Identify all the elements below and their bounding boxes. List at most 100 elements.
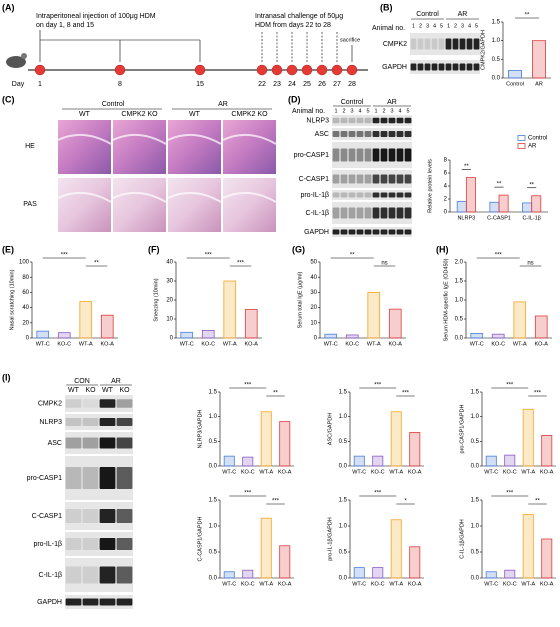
blot-band bbox=[65, 418, 82, 426]
blot-band bbox=[404, 229, 412, 235]
group-label: CON bbox=[74, 378, 90, 385]
histology-image bbox=[113, 178, 166, 232]
lane-number: 5 bbox=[475, 23, 478, 29]
y-tick-label: 1.5 bbox=[492, 20, 501, 26]
bar bbox=[485, 455, 497, 467]
day-number: 23 bbox=[273, 81, 281, 88]
bar bbox=[324, 333, 338, 339]
histology-image bbox=[223, 178, 276, 232]
y-axis-label: Sneezing (10min) bbox=[153, 278, 159, 321]
blot-band bbox=[356, 192, 364, 198]
tissue-edge bbox=[57, 191, 112, 203]
day-number: 28 bbox=[348, 81, 356, 88]
bar bbox=[513, 301, 527, 339]
blot-strip bbox=[65, 414, 133, 430]
histology-image bbox=[113, 120, 166, 174]
blot-band bbox=[65, 538, 82, 550]
legend-swatch bbox=[517, 135, 526, 141]
y-tick-label: 0 bbox=[170, 336, 174, 342]
mouse-ear bbox=[21, 53, 27, 59]
blot-row-label: pro-CASP1 bbox=[294, 152, 330, 159]
x-tick-label: Control bbox=[506, 81, 524, 87]
day-word: Day bbox=[12, 81, 25, 88]
blot-band bbox=[388, 174, 396, 184]
lane-number: 2 bbox=[454, 23, 457, 29]
y-tick-label: 40 bbox=[22, 305, 29, 311]
blot-row-label: ASC bbox=[315, 131, 329, 138]
bar bbox=[180, 331, 194, 339]
x-tick-label: WT-C bbox=[324, 341, 338, 347]
blot-row-label: GAPDH bbox=[304, 229, 329, 236]
tissue-edge bbox=[112, 191, 167, 203]
x-tick-label: KO-C bbox=[57, 341, 71, 347]
blot-band bbox=[332, 117, 340, 124]
day-number: 25 bbox=[303, 81, 311, 88]
y-tick-label: 1.5 bbox=[339, 498, 348, 504]
significance: ** bbox=[94, 261, 99, 267]
blot-band bbox=[431, 38, 438, 50]
stain-label: HE bbox=[25, 143, 35, 150]
y-tick-label: 80 bbox=[22, 275, 29, 281]
histology-image bbox=[58, 120, 111, 174]
y-tick-label: 0.0 bbox=[339, 576, 348, 582]
x-tick-label: WT-A bbox=[521, 581, 535, 587]
group-label: AR bbox=[111, 378, 121, 385]
lane-number: 3 bbox=[426, 23, 429, 29]
blot-row-label: pro-CASP1 bbox=[27, 475, 63, 482]
blot-band bbox=[340, 131, 348, 137]
blot-strip bbox=[65, 395, 133, 412]
blot-band bbox=[99, 566, 116, 584]
y-tick-label: 1.5 bbox=[339, 390, 348, 396]
y-tick-label: 0.5 bbox=[339, 550, 348, 556]
x-tick-label: WT-A bbox=[513, 341, 527, 347]
blot-band bbox=[452, 63, 459, 71]
blot-band bbox=[372, 229, 380, 235]
y-tick-label: 2.0 bbox=[455, 260, 464, 266]
y-tick-label: 1.5 bbox=[209, 390, 218, 396]
blot-band bbox=[396, 131, 404, 137]
day-number: 1 bbox=[38, 81, 42, 88]
x-tick-label: WT-A bbox=[259, 469, 273, 475]
x-tick-label: WT-A bbox=[521, 469, 535, 475]
bar bbox=[260, 517, 272, 579]
y-tick-label: 8 bbox=[444, 158, 448, 164]
blot-band bbox=[116, 566, 133, 584]
y-axis-label: Nasal scratching (10min) bbox=[9, 269, 15, 330]
y-tick-label: 60 bbox=[22, 290, 29, 296]
blot-band bbox=[332, 192, 340, 198]
blot-band bbox=[473, 38, 480, 50]
blot-band bbox=[332, 131, 340, 137]
y-axis-label: Serum total IgE (μg/ml) bbox=[297, 272, 303, 329]
blot-band bbox=[340, 207, 348, 219]
timepoint bbox=[316, 64, 328, 76]
tissue-edge bbox=[167, 191, 222, 203]
significance: ** bbox=[535, 499, 540, 505]
blot-band bbox=[332, 229, 340, 235]
blot-band bbox=[82, 467, 99, 489]
subgroup-label: CMPK2 KO bbox=[231, 111, 268, 118]
x-tick-label: WT-C bbox=[352, 469, 366, 475]
blot-band bbox=[380, 117, 388, 124]
blot-band bbox=[372, 117, 380, 124]
y-tick-label: 0.0 bbox=[339, 464, 348, 470]
subgroup-label: WT bbox=[68, 387, 80, 394]
y-axis-label: C-CASP1/GAPDH bbox=[197, 517, 203, 562]
panel-label: (G) bbox=[292, 244, 305, 254]
bar bbox=[353, 455, 365, 467]
group-label: AR bbox=[387, 99, 397, 106]
blot-band bbox=[372, 148, 380, 162]
group-label: Control bbox=[102, 101, 125, 108]
blot-band bbox=[82, 399, 99, 408]
blot-row-label: CMPK2 bbox=[38, 400, 62, 407]
blot-band bbox=[372, 131, 380, 137]
bar bbox=[504, 569, 516, 579]
lane-number: 4 bbox=[468, 23, 471, 29]
y-tick-label: 1.0 bbox=[471, 524, 480, 530]
significance: *** bbox=[534, 391, 542, 397]
y-tick-label: 20 bbox=[166, 298, 173, 304]
blot-band bbox=[445, 38, 452, 50]
blot-band bbox=[459, 38, 466, 50]
x-tick-label: KO-C bbox=[503, 469, 517, 475]
y-tick-label: 30 bbox=[310, 290, 317, 296]
mouse-icon bbox=[6, 56, 26, 68]
